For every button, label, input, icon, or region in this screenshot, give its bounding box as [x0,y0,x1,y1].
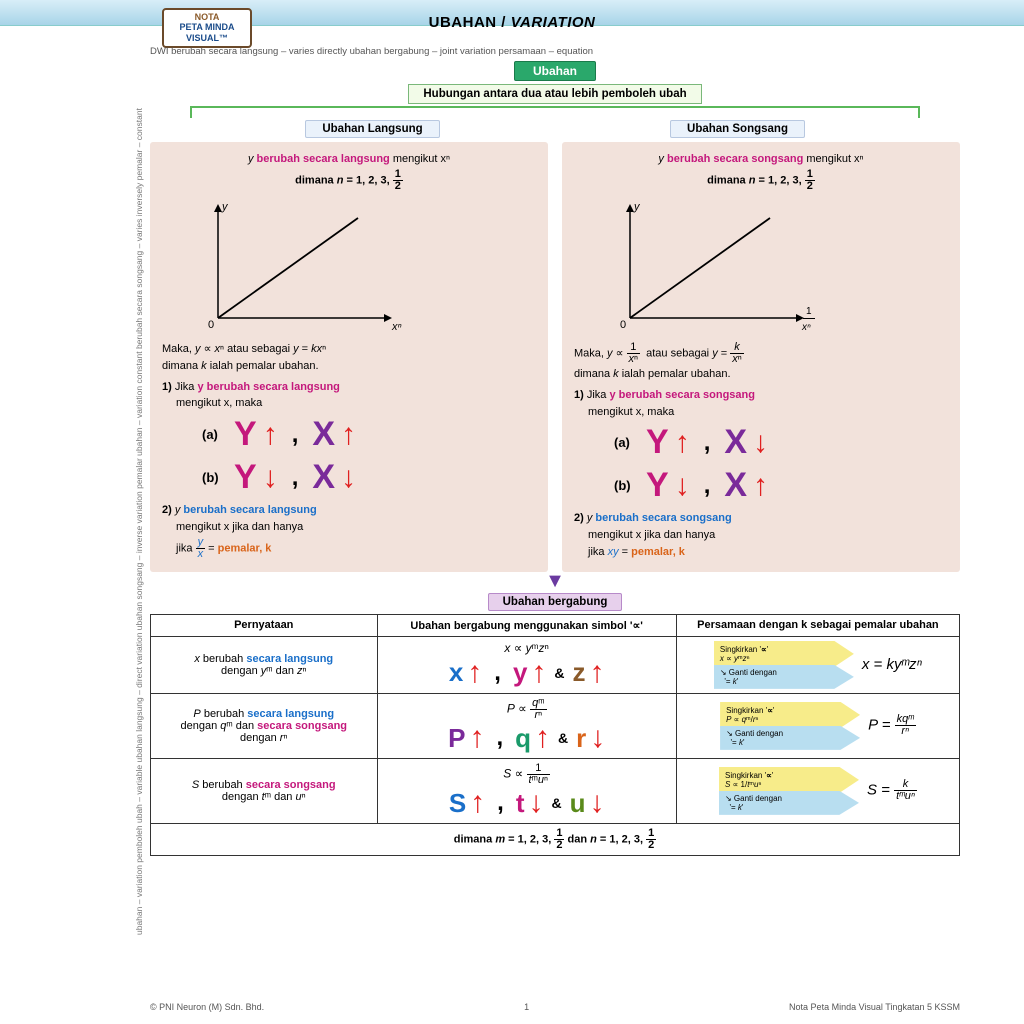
row-a-right: (a) Y↑ , X↓ [614,423,948,462]
ubahan-tag: Ubahan [514,61,596,81]
svg-text:1xⁿ: 1xⁿ [801,306,812,333]
row-b-right: (b) Y↓ , X↑ [614,466,948,505]
bergabung-table: Pernyataan Ubahan bergabung menggunakan … [150,614,960,856]
panel-langsung: y berubah secara langsung mengikut xⁿ di… [150,142,548,572]
table-row-foot: dimana m = 1, 2, 3, 12 dan n = 1, 2, 3, … [151,823,960,855]
hub-box: Hubungan antara dua atau lebih pemboleh … [408,84,701,104]
table-row: x berubah secara langsungdengan yᵐ dan z… [151,636,960,693]
footer-copyright: © PNI Neuron (M) Sdn. Bhd. [150,1002,264,1012]
th-simbol: Ubahan bergabung menggunakan simbol '∝' [377,614,676,636]
svg-text:0: 0 [620,319,626,331]
badge-l3: VISUAL™ [166,33,248,43]
table-row: S berubah secara songsangdengan tᵐ dan u… [151,758,960,823]
side-glossary: ubahan – variation pemboleh ubah – varia… [134,60,148,984]
panels: y berubah secara langsung mengikut xⁿ di… [150,142,960,572]
footer-right: Nota Peta Minda Visual Tingkatan 5 KSSM [789,1002,960,1012]
subtitle-langsung: Ubahan Langsung [305,120,439,138]
svg-text:y: y [633,201,641,213]
footer-page: 1 [524,1002,529,1012]
svg-text:y: y [221,201,229,213]
title-a: UBAHAN / [429,14,511,31]
sub-titles: Ubahan Langsung Ubahan Songsang [190,120,920,138]
subtitle-songsang: Ubahan Songsang [670,120,805,138]
table-row: P berubah secara langsungdengan qᵐ dan s… [151,693,960,758]
graph-langsung: 0 y xⁿ [198,198,408,338]
th-persamaan: Persamaan dengan k sebagai pemalar ubaha… [676,614,959,636]
green-bracket [190,106,920,120]
content: DWI berubah secara langsung – varies dir… [150,46,960,990]
th-pernyataan: Pernyataan [151,614,378,636]
panel-songsang: y berubah secara songsang mengikut xⁿ di… [562,142,960,572]
row-a-left: (a) Y↑ , X↑ [202,415,536,454]
page-title: UBAHAN / VARIATION [0,14,1024,31]
graph-songsang: 0 y 1xⁿ [610,198,820,338]
svg-text:xⁿ: xⁿ [391,321,402,333]
dwi-line: DWI berubah secara langsung – varies dir… [150,46,960,57]
tip-box: Singkirkan '∝'S ∝ 1/tᵐuⁿ ↘ Ganti dengan … [719,767,859,815]
footer: © PNI Neuron (M) Sdn. Bhd. 1 Nota Peta M… [150,1002,960,1012]
svg-text:0: 0 [208,319,214,331]
title-b: VARIATION [511,14,596,31]
down-arrow-icon: ▼ [150,570,960,593]
bergabung-tag: Ubahan bergabung [488,593,623,611]
tip-box: Singkirkan '∝'x ∝ yᵐzⁿ ↘ Ganti dengan '=… [714,641,854,689]
flow-header: Ubahan Hubungan antara dua atau lebih pe… [150,61,960,138]
tip-box: Singkirkan '∝'P ∝ qᵐ/rⁿ ↘ Ganti dengan '… [720,702,860,750]
row-b-left: (b) Y↓ , X↓ [202,458,536,497]
